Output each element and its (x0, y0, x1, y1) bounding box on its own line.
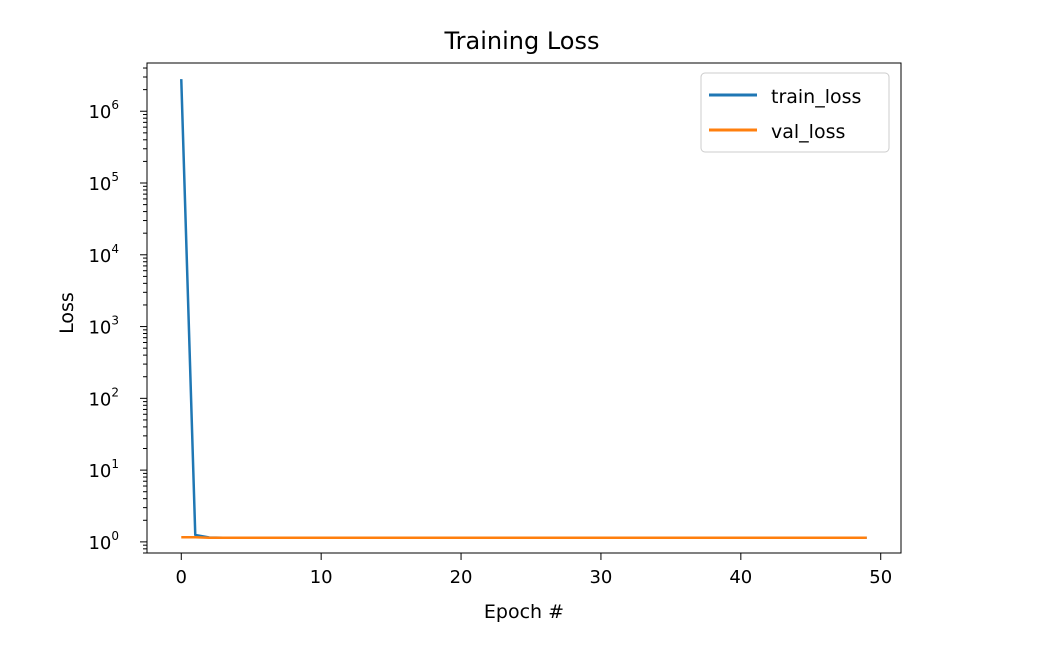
legend-box (700, 72, 890, 153)
y-tick-label: 105 (88, 170, 119, 195)
x-tick-label: 40 (729, 567, 752, 588)
y-tick-label: 101 (88, 457, 119, 482)
legend-label-val-loss: val_loss (771, 121, 845, 143)
legend-label-train-loss: train_loss (771, 86, 861, 108)
chart-title: Training Loss (444, 27, 600, 55)
plot-frame (146, 62, 902, 554)
y-tick-label: 103 (88, 314, 119, 339)
x-axis-ticks: 0 10 20 30 40 50 (176, 553, 892, 588)
y-axis-ticks: 100 101 102 103 104 105 106 (88, 67, 147, 554)
y-tick-label: 104 (88, 242, 119, 267)
x-tick-label: 10 (310, 567, 333, 588)
series-layer (180, 79, 867, 540)
y-axis-label: Loss (56, 292, 78, 334)
series-line-val-loss (181, 536, 867, 540)
y-tick-label: 102 (88, 385, 119, 410)
y-tick-label: 106 (88, 98, 119, 123)
x-tick-label: 0 (176, 567, 187, 588)
y-tick-label: 100 (88, 529, 119, 554)
x-tick-label: 30 (589, 567, 612, 588)
x-axis-label: Epoch # (484, 601, 564, 623)
legend: train_loss val_loss (700, 72, 890, 153)
x-tick-label: 50 (869, 567, 892, 588)
x-tick-label: 20 (450, 567, 473, 588)
